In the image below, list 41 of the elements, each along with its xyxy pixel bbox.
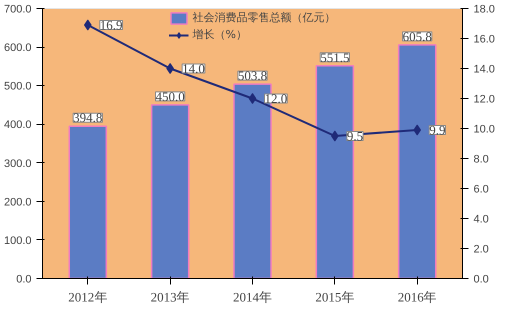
data-label: 605.8 xyxy=(402,28,432,44)
x-tick-label: 2015年 xyxy=(315,290,354,304)
y-tick-label: 600.0 xyxy=(4,42,32,54)
x-tick-label: 2016年 xyxy=(398,290,437,304)
y2-tick-label: 16.0 xyxy=(474,34,495,46)
data-label: 394.8 xyxy=(73,110,102,126)
point xyxy=(248,93,256,104)
data-label: 16.9 xyxy=(100,18,123,32)
y-tick-label: 100.0 xyxy=(4,234,32,247)
y2-tick-label: 4.0 xyxy=(474,214,489,226)
y-tick-label: 700.0 xyxy=(4,4,32,16)
y2-tick-label: 10.0 xyxy=(474,124,495,136)
y-tick-label: 200.0 xyxy=(4,196,32,208)
x-tick-label: 2013年 xyxy=(150,290,190,304)
point xyxy=(413,124,422,136)
bar xyxy=(150,104,190,278)
y2-tick-label: 18.0 xyxy=(474,4,495,16)
point xyxy=(84,20,92,30)
y-tick-label: 400.0 xyxy=(4,119,32,132)
point xyxy=(331,130,339,142)
y-tick-label: 0.0 xyxy=(16,274,32,286)
data-label: 14.0 xyxy=(182,61,205,76)
bar xyxy=(68,125,108,278)
y-tick-label: 300.0 xyxy=(4,158,32,170)
x-tick-label: 2014年 xyxy=(233,290,272,304)
legend-label: 社会消费品零售总额（亿元） xyxy=(192,10,336,25)
y2-tick-label: 6.0 xyxy=(474,184,489,196)
data-label: 9.9 xyxy=(429,122,446,138)
data-label: 9.5 xyxy=(346,128,364,144)
y-tick-label: 500.0 xyxy=(4,80,32,93)
legend-label: 增长（%） xyxy=(192,27,247,42)
data-label: 503.8 xyxy=(238,68,268,84)
y2-tick-label: 14.0 xyxy=(474,64,495,76)
y2-tick-label: 2.0 xyxy=(474,244,489,256)
data-label: 12.0 xyxy=(264,91,288,106)
point xyxy=(166,63,174,74)
data-label: 551.5 xyxy=(320,50,350,65)
x-tick-label: 2012年 xyxy=(68,290,108,304)
y2-tick-label: 0.0 xyxy=(474,274,489,286)
y2-tick-label: 8.0 xyxy=(474,154,489,166)
y2-tick-label: 12.0 xyxy=(474,94,495,106)
